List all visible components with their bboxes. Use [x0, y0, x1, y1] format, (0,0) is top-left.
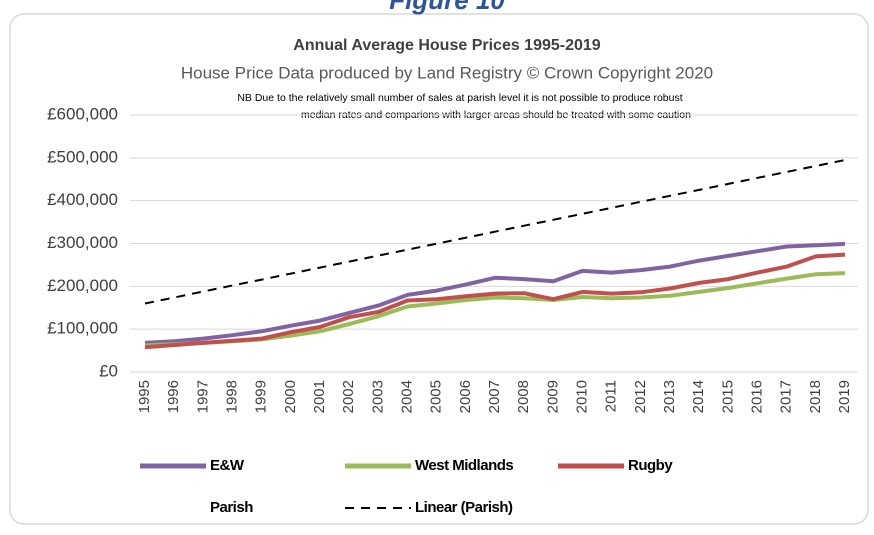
x-tick-label: 2017 [778, 380, 795, 413]
legend-label: E&W [210, 457, 245, 474]
x-tick-label: 2011 [603, 380, 620, 412]
y-tick-label: £500,000 [47, 147, 118, 166]
chart-subtitle: House Price Data produced by Land Regist… [181, 63, 713, 82]
chart-title: Annual Average House Prices 1995-2019 [293, 37, 601, 54]
x-tick-label: 2009 [544, 380, 561, 413]
x-tick-label: 2012 [632, 380, 649, 413]
x-tick-label: 2016 [748, 380, 765, 413]
x-tick-label: 2008 [515, 380, 532, 413]
x-tick-label: 2005 [428, 380, 445, 413]
x-tick-label: 2002 [340, 380, 357, 413]
x-tick-label: 2018 [807, 380, 824, 413]
x-tick-label: 2004 [398, 380, 415, 413]
legend-label: West Midlands [415, 457, 513, 474]
legend-label: Rugby [628, 457, 673, 474]
x-tick-label: 2003 [369, 380, 386, 413]
y-tick-label: £200,000 [47, 276, 118, 295]
series-line [144, 252, 846, 350]
x-tick-label: 1996 [165, 380, 182, 413]
x-tick-label: 2006 [457, 380, 474, 413]
x-tick-label: 2007 [486, 380, 503, 413]
y-tick-label: £100,000 [47, 319, 118, 338]
y-tick-label: £300,000 [47, 233, 118, 252]
chart-note: NB Due to the relatively small number of… [237, 92, 682, 104]
x-tick-label: 1998 [223, 380, 240, 413]
x-tick-label: 2019 [836, 380, 853, 413]
y-tick-label: £400,000 [47, 190, 118, 209]
x-tick-label: 2013 [661, 380, 678, 413]
x-tick-label: 2001 [311, 380, 328, 413]
series-line [144, 159, 846, 305]
y-tick-label: £0 [99, 361, 118, 380]
x-tick-label: 2015 [719, 380, 736, 413]
y-tick-label: £600,000 [47, 104, 118, 123]
series-line [144, 241, 846, 345]
chart-frame [9, 13, 869, 525]
x-tick-label: 1999 [253, 380, 270, 413]
x-tick-label: 2014 [690, 380, 707, 413]
x-tick-label: 2010 [573, 380, 590, 413]
figure-label: Figure 10 [389, 0, 505, 15]
legend-label: Linear (Parish) [415, 499, 513, 516]
x-tick-label: 1997 [194, 380, 211, 413]
legend-label: Parish [210, 499, 253, 516]
x-tick-label: 1995 [136, 380, 153, 413]
x-tick-label: 2000 [282, 380, 299, 413]
